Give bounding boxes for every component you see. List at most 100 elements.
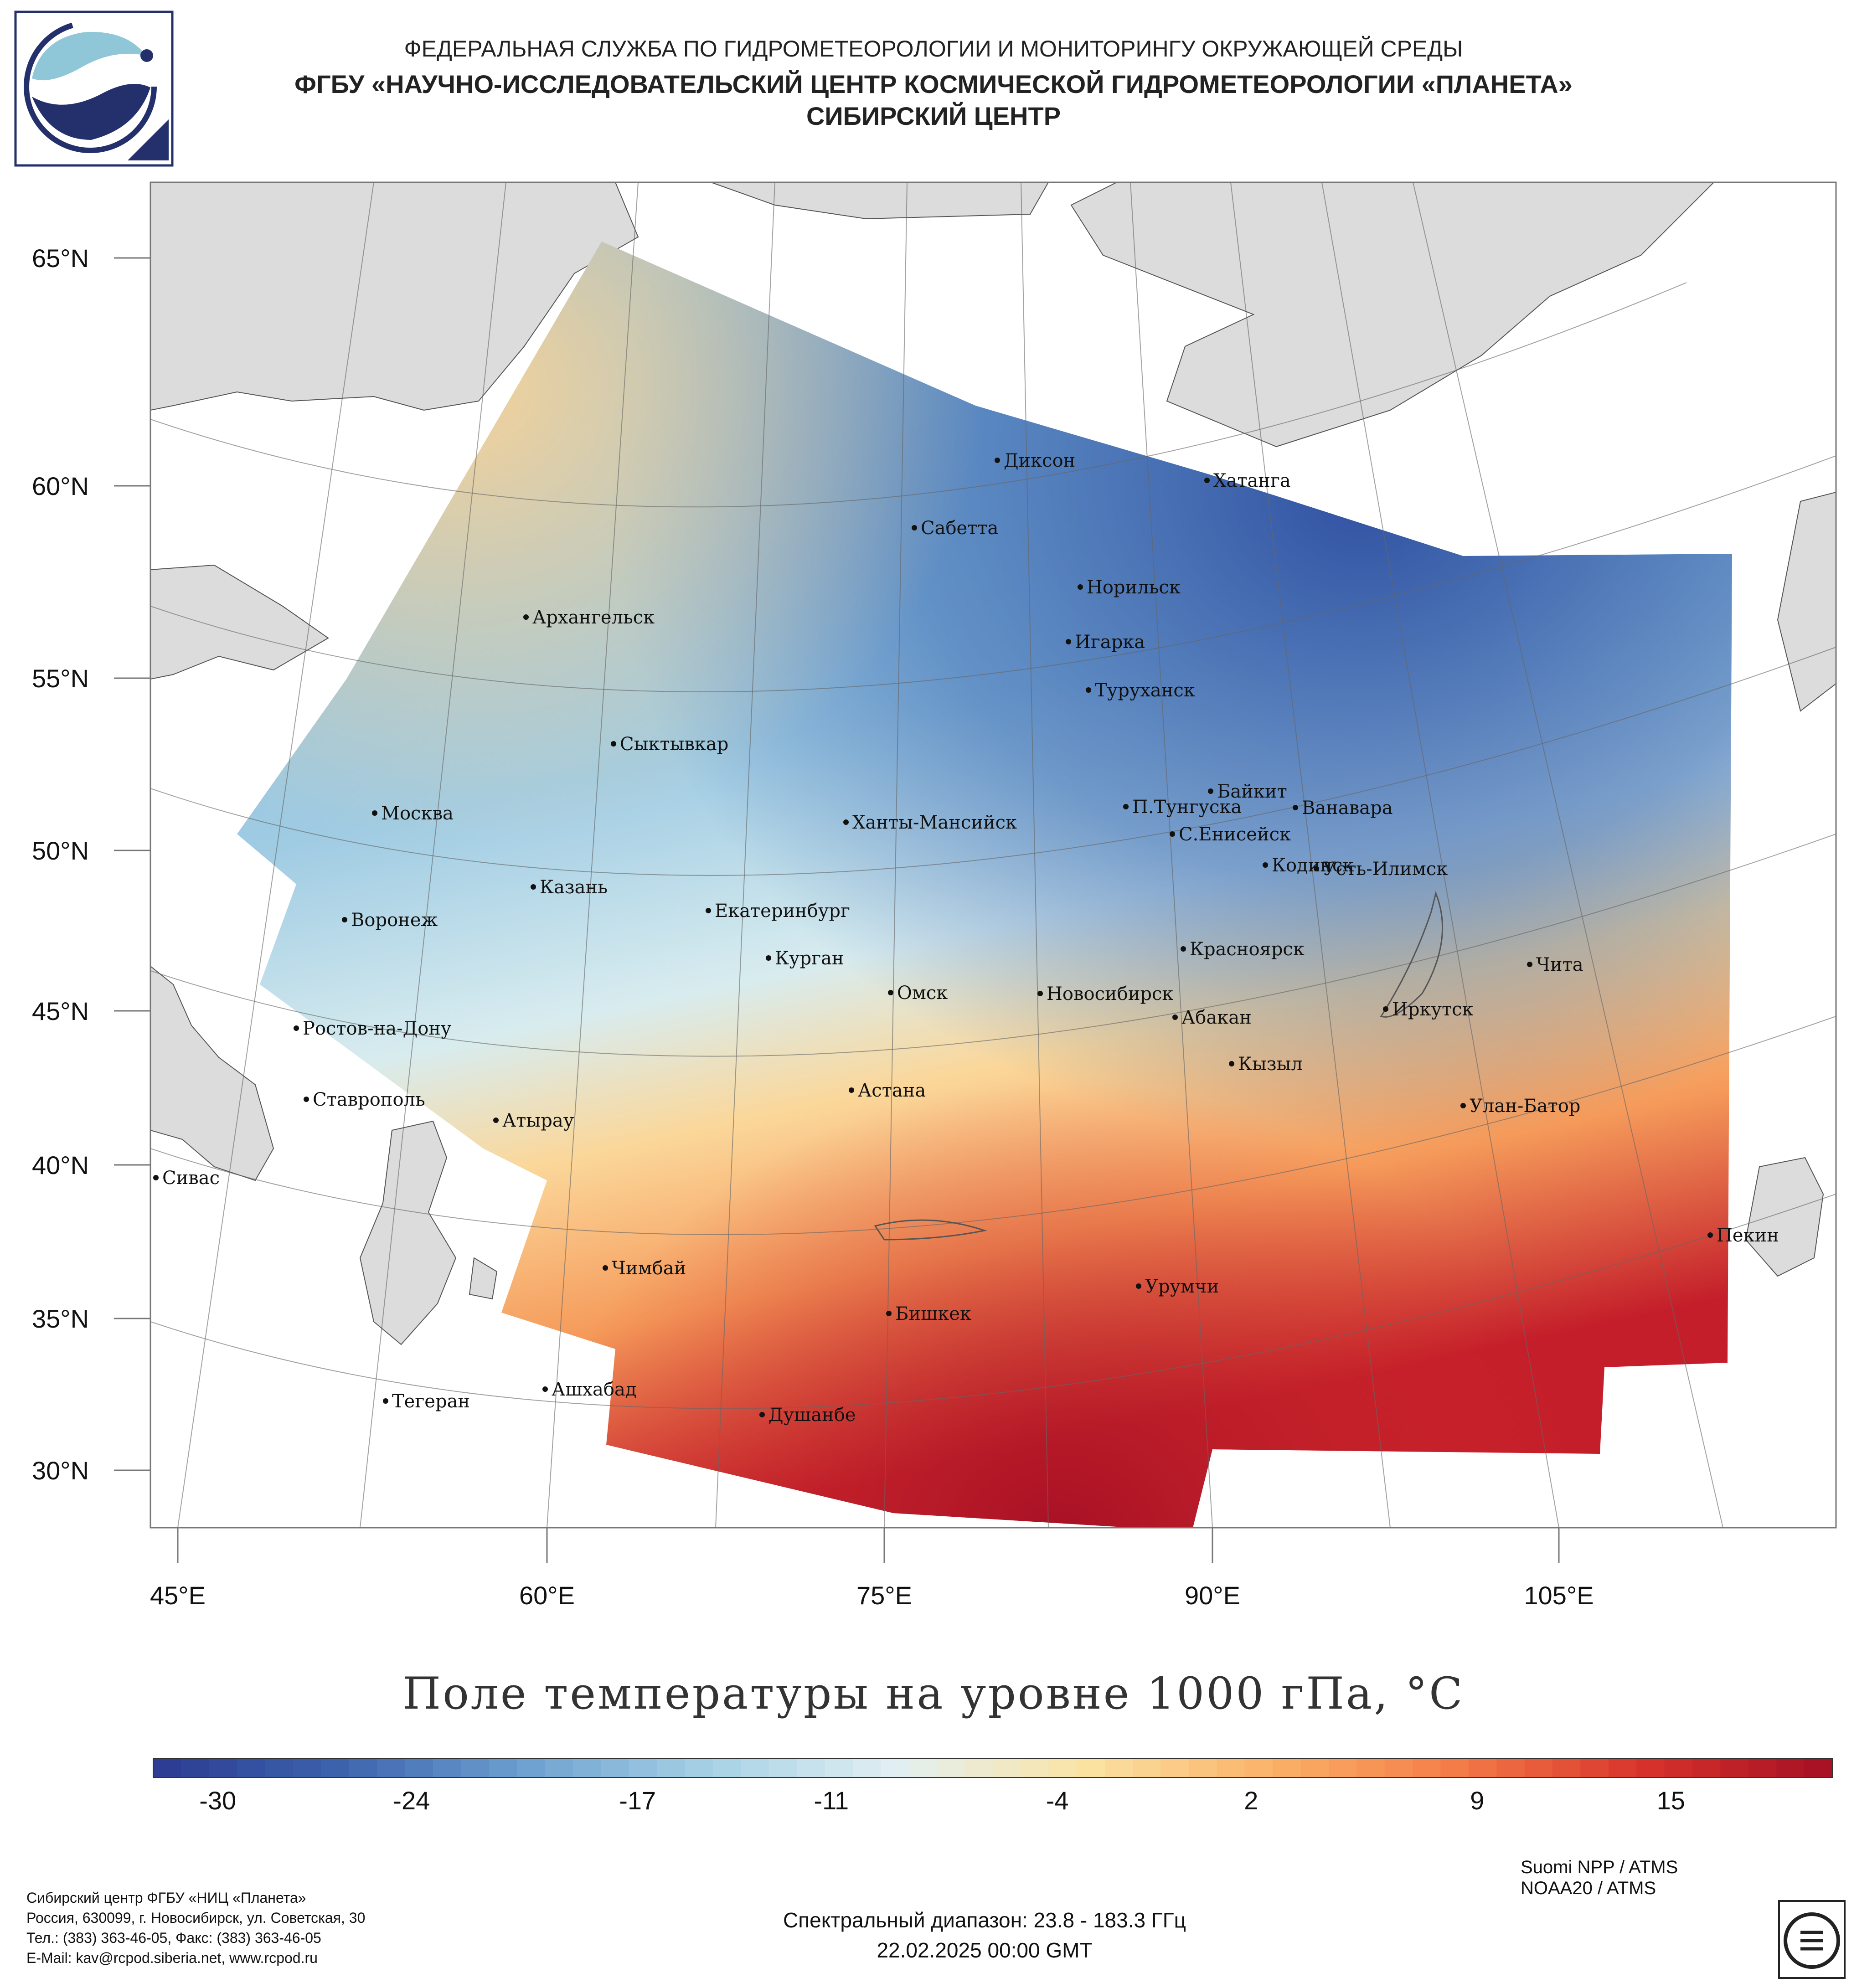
lat-label: 40°N xyxy=(32,1151,89,1179)
city-label: Бишкек xyxy=(895,1303,971,1324)
city-marker xyxy=(1208,788,1213,794)
city-marker xyxy=(849,1087,854,1093)
city-marker xyxy=(603,1265,608,1271)
city-marker xyxy=(1293,805,1298,810)
colorbar-swatch xyxy=(1049,1758,1077,1777)
colorbar-swatch xyxy=(181,1758,209,1777)
city-label: Москва xyxy=(381,803,454,824)
map-title: Поле температуры на уровне 1000 гПа, °C xyxy=(0,1668,1867,1719)
lat-label: 45°N xyxy=(32,997,89,1025)
city-label: Кызыл xyxy=(1238,1054,1303,1075)
city-marker xyxy=(1383,1006,1388,1012)
city-label: Диксон xyxy=(1004,450,1075,471)
city-marker xyxy=(542,1386,548,1392)
city-label: Игарка xyxy=(1075,632,1145,653)
colorbar-swatch xyxy=(489,1758,517,1777)
city-label: Тегеран xyxy=(392,1391,470,1412)
satellite-info: Suomi NPP / ATMS NOAA20 / ATMS xyxy=(1521,1857,1678,1899)
lat-axis: 65°N 60°N 55°N 50°N 45°N 40°N 35°N 30°N xyxy=(32,244,150,1485)
colorbar-swatch xyxy=(1469,1758,1497,1777)
colorbar-swatch xyxy=(377,1758,405,1777)
colorbar-swatch xyxy=(1776,1758,1805,1777)
colorbar-swatch xyxy=(1440,1758,1469,1777)
city-marker xyxy=(1136,1283,1141,1289)
city-label: Хатанга xyxy=(1213,470,1291,491)
city-marker xyxy=(766,955,771,961)
colorbar-swatch xyxy=(1496,1758,1525,1777)
city-marker xyxy=(342,917,347,922)
city-label: Курган xyxy=(775,948,844,969)
city-marker xyxy=(1263,862,1268,868)
city-label: С.Енисейск xyxy=(1179,824,1291,845)
colorbar-swatch xyxy=(1692,1758,1721,1777)
city-marker xyxy=(1460,1103,1466,1108)
colorbar-swatch xyxy=(517,1758,545,1777)
city-marker xyxy=(1037,991,1043,996)
colorbar-swatch xyxy=(1609,1758,1637,1777)
city-marker xyxy=(995,458,1000,463)
colorbar-swatch xyxy=(601,1758,629,1777)
lon-label: 75°E xyxy=(856,1581,912,1610)
spectral-info: Спектральный диапазон: 23.8 - 183.3 ГГц … xyxy=(0,1905,1867,1965)
city-label: Ханты-Мансийск xyxy=(852,812,1017,833)
city-marker xyxy=(1707,1232,1713,1238)
colorbar-swatch xyxy=(1077,1758,1105,1777)
lon-label: 90°E xyxy=(1185,1581,1240,1610)
city-label: Иркутск xyxy=(1392,999,1474,1020)
colorbar-swatch xyxy=(769,1758,797,1777)
city-label: Усть-Илимск xyxy=(1323,859,1448,880)
colorbar-swatch xyxy=(713,1758,741,1777)
colorbar-tick-label: 9 xyxy=(1470,1786,1484,1815)
city-label: Сабетта xyxy=(921,518,998,539)
city-label: Новосибирск xyxy=(1047,984,1173,1004)
colorbar-tick-label: -30 xyxy=(199,1786,236,1815)
lat-label: 50°N xyxy=(32,836,89,865)
lon-axis: 45°E 60°E 75°E 90°E 105°E xyxy=(150,1528,1594,1610)
city-marker xyxy=(523,614,529,620)
city-marker xyxy=(304,1097,309,1102)
city-marker xyxy=(1170,831,1175,837)
temperature-map: 65°N 60°N 55°N 50°N 45°N 40°N 35°N 30°N … xyxy=(0,0,1867,1641)
city-marker xyxy=(912,525,917,530)
city-marker xyxy=(886,1311,892,1316)
city-marker xyxy=(372,810,377,816)
colorbar-swatch xyxy=(433,1758,461,1777)
colorbar-swatch xyxy=(461,1758,489,1777)
lat-label: 35°N xyxy=(32,1304,89,1333)
colorbar-swatch xyxy=(265,1758,294,1777)
city-label: Норильск xyxy=(1087,577,1181,598)
colorbar-swatch xyxy=(685,1758,713,1777)
city-label: Ашхабад xyxy=(552,1379,636,1400)
colorbar-swatch xyxy=(1720,1758,1748,1777)
lat-label: 60°N xyxy=(32,472,89,500)
colorbar-swatch xyxy=(1413,1758,1441,1777)
city-label: Казань xyxy=(540,877,608,898)
colorbar-swatch xyxy=(1189,1758,1217,1777)
colorbar-swatch xyxy=(321,1758,349,1777)
city-marker xyxy=(888,990,893,995)
colorbar-swatch xyxy=(1805,1758,1833,1777)
city-label: Екатеринбург xyxy=(715,901,850,922)
colorbar-swatch xyxy=(965,1758,993,1777)
colorbar-swatch xyxy=(237,1758,265,1777)
colorbar-swatch xyxy=(573,1758,601,1777)
satellite-line: Suomi NPP / ATMS xyxy=(1521,1857,1678,1878)
city-label: Душанбе xyxy=(768,1405,856,1426)
colorbar-swatch xyxy=(1748,1758,1777,1777)
city-label: Туруханск xyxy=(1095,680,1195,701)
iso-certificate-icon xyxy=(1778,1900,1846,1979)
city-label: Воронеж xyxy=(351,910,438,931)
colorbar-swatch xyxy=(881,1758,909,1777)
colorbar-swatch xyxy=(349,1758,377,1777)
city-label: Сивас xyxy=(162,1168,220,1189)
colorbar-swatch xyxy=(1636,1758,1665,1777)
city-marker xyxy=(1086,687,1091,693)
colorbar-swatch xyxy=(1580,1758,1609,1777)
lon-label: 105°E xyxy=(1524,1581,1594,1610)
colorbar-swatch xyxy=(405,1758,433,1777)
city-label: Чита xyxy=(1536,954,1583,975)
city-label: Красноярск xyxy=(1190,939,1305,960)
city-marker xyxy=(1314,866,1319,871)
city-label: Ванавара xyxy=(1302,798,1393,819)
colorbar-swatch xyxy=(1217,1758,1245,1777)
